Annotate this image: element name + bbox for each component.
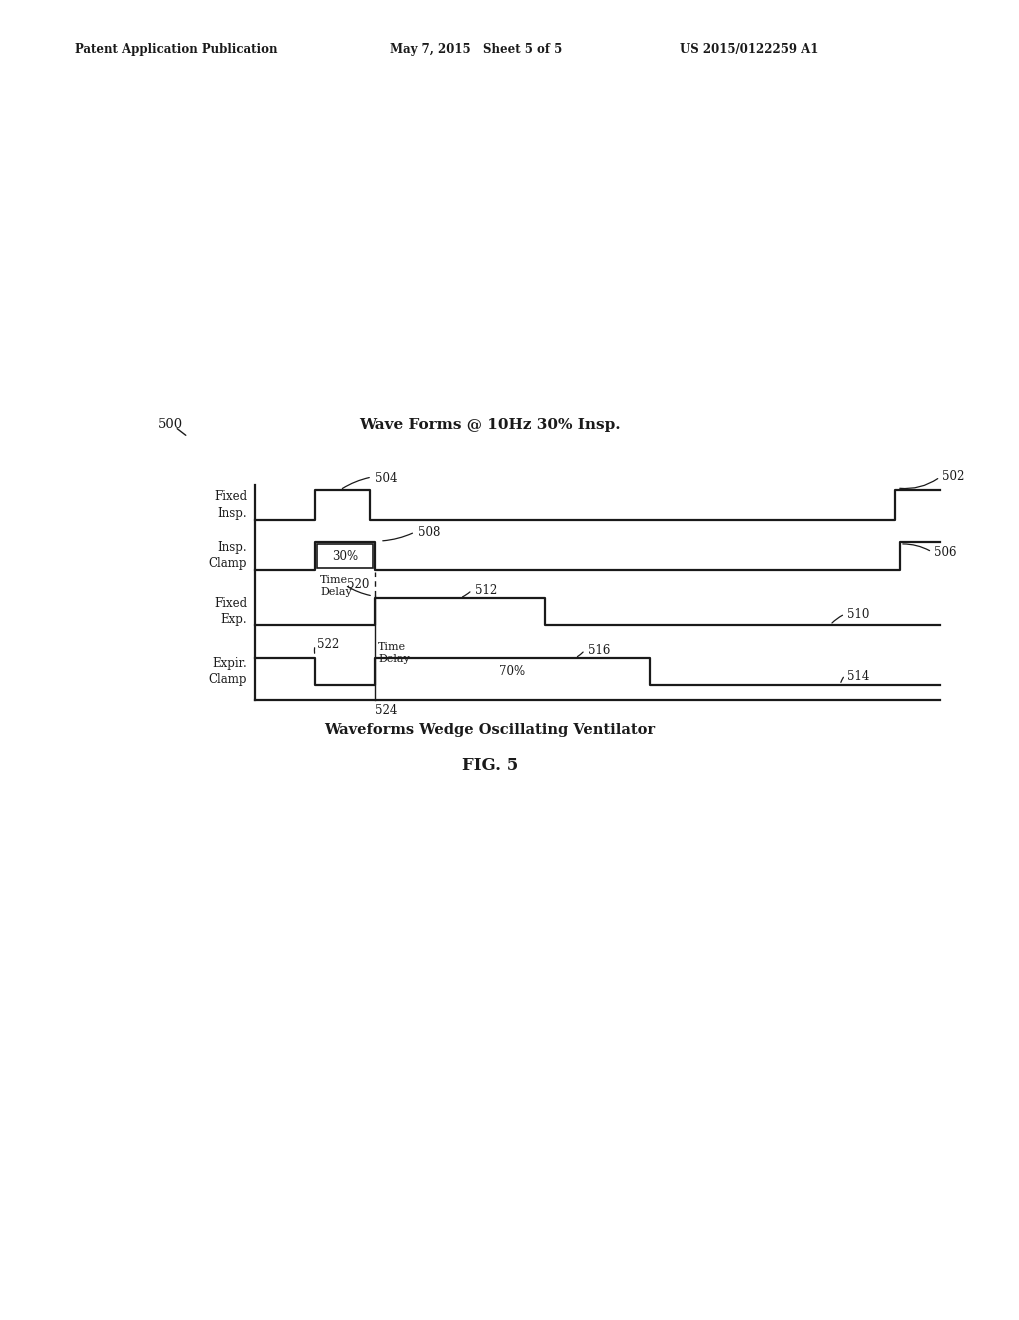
Text: Fixed
Exp.: Fixed Exp. (214, 597, 247, 626)
Text: 70%: 70% (499, 665, 525, 678)
Text: Insp.
Clamp: Insp. Clamp (208, 541, 247, 570)
Text: 514: 514 (846, 669, 868, 682)
Text: May 7, 2015   Sheet 5 of 5: May 7, 2015 Sheet 5 of 5 (389, 44, 561, 57)
Text: 30%: 30% (331, 549, 358, 562)
Text: 522: 522 (317, 638, 339, 651)
Text: US 2015/0122259 A1: US 2015/0122259 A1 (680, 44, 817, 57)
Text: 502: 502 (942, 470, 963, 483)
Text: 500: 500 (158, 418, 183, 432)
Text: 506: 506 (933, 545, 956, 558)
Text: 516: 516 (587, 644, 609, 657)
Text: Waveforms Wedge Oscillating Ventilator: Waveforms Wedge Oscillating Ventilator (324, 723, 655, 737)
Text: 508: 508 (418, 527, 440, 540)
Text: Wave Forms @ 10Hz 30% Insp.: Wave Forms @ 10Hz 30% Insp. (359, 418, 621, 432)
Text: 510: 510 (846, 609, 868, 622)
Text: 524: 524 (375, 704, 397, 717)
Text: Delay: Delay (320, 587, 352, 597)
Text: Delay: Delay (378, 653, 410, 664)
Text: Time: Time (378, 642, 406, 652)
Text: 520: 520 (346, 578, 369, 590)
Text: 512: 512 (475, 585, 497, 598)
Text: Time: Time (320, 576, 347, 585)
Bar (317, 544, 373, 568)
Text: Patent Application Publication: Patent Application Publication (75, 44, 277, 57)
Text: Fixed
Insp.: Fixed Insp. (214, 491, 247, 520)
Text: Expir.
Clamp: Expir. Clamp (208, 657, 247, 686)
Text: 504: 504 (375, 473, 397, 486)
Text: FIG. 5: FIG. 5 (462, 756, 518, 774)
